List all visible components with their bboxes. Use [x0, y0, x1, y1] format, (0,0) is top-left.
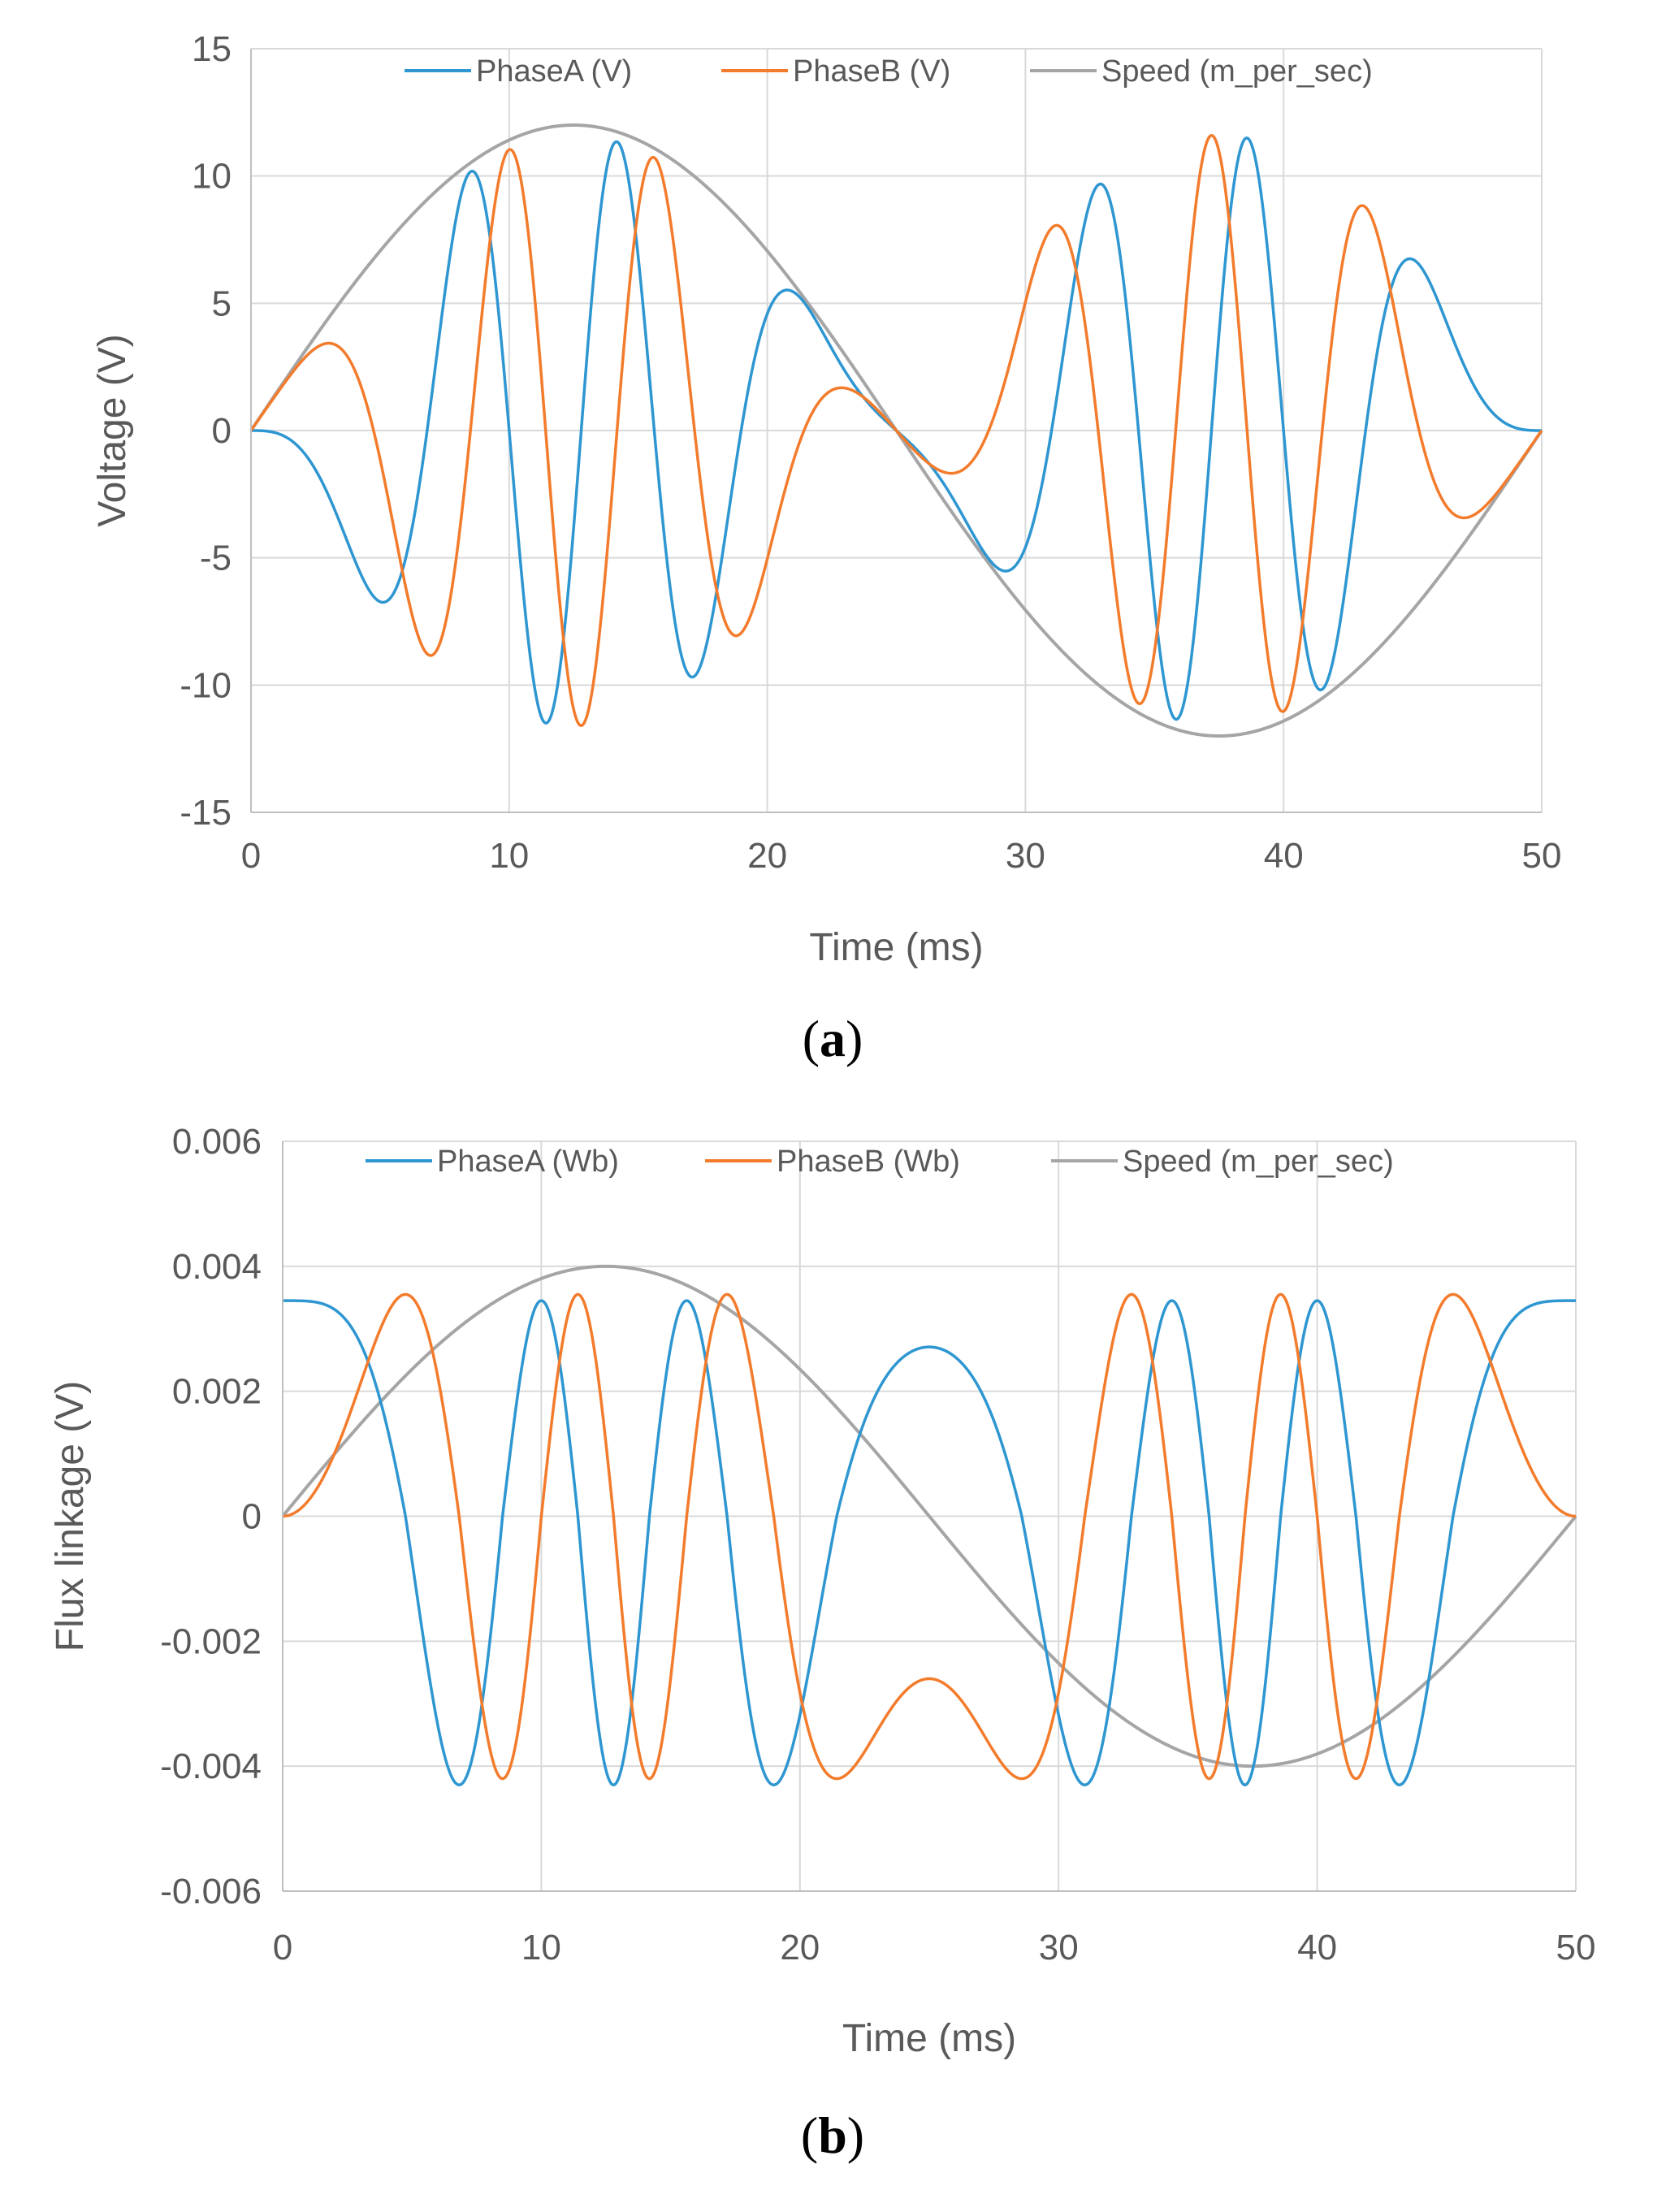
chart-a-series	[249, 123, 1543, 738]
x-tick-label: 10	[489, 836, 529, 876]
series-line-phaseb-v	[249, 134, 1543, 727]
y-tick-label: 0.002	[172, 1372, 262, 1412]
chart-b-legend-label-phasea: PhaseA (Wb)	[437, 1145, 619, 1179]
y-tick-label: -5	[200, 539, 232, 578]
chart-a-legend: PhaseA (V) PhaseB (V) Speed (m_per_sec)	[405, 54, 1373, 89]
chart-b-caption: (b)	[801, 2106, 864, 2164]
series-line-phaseb-wb	[282, 1292, 1577, 1781]
x-tick-label: 40	[1297, 1928, 1337, 1967]
chart-a-x-axis-label: Time (ms)	[809, 926, 983, 969]
series-line-speed-m-per-sec	[281, 1264, 1577, 1768]
y-tick-label: 15	[192, 29, 232, 69]
chart-b-caption-letter: b	[818, 2106, 847, 2164]
chart-a-legend-label-phaseb: PhaseB (V)	[793, 54, 950, 89]
x-tick-label: 30	[1039, 1928, 1079, 1967]
y-tick-label: -10	[180, 665, 232, 705]
chart-b-y-axis-label: Flux linkage (V)	[49, 1381, 92, 1651]
chart-a-y-axis-label: Voltage (V)	[91, 334, 134, 526]
x-tick-label: 0	[241, 836, 261, 876]
chart-b-axes	[282, 1141, 1576, 1892]
y-tick-label: 0.004	[172, 1247, 262, 1287]
chart-b: 0.006 0.004 0.002 0 -0.002 -0.004 -0.006 0 10 20 3…	[49, 1122, 1595, 2164]
chart-a-caption-letter: a	[820, 1010, 846, 1067]
x-tick-label: 10	[521, 1928, 561, 1967]
y-tick-label: 0.006	[172, 1122, 262, 1162]
y-tick-label: -0.004	[160, 1747, 262, 1786]
chart-a-axes	[250, 49, 1542, 813]
x-tick-label: 20	[747, 836, 787, 876]
x-tick-label: 40	[1264, 836, 1304, 876]
chart-b-x-axis-label: Time (ms)	[842, 2017, 1016, 2060]
x-tick-label: 50	[1556, 1928, 1596, 1967]
chart-b-grid	[283, 1141, 1577, 1891]
x-tick-label: 30	[1006, 836, 1045, 876]
y-tick-label: -0.006	[160, 1872, 262, 1911]
x-tick-label: 0	[273, 1928, 292, 1967]
y-tick-label: 10	[192, 157, 232, 197]
y-tick-label: 0	[242, 1497, 262, 1537]
series-line-phasea-wb	[282, 1299, 1577, 1786]
chart-b-tick-labels: 0.006 0.004 0.002 0 -0.002 -0.004 -0.006 0 10 20 3…	[160, 1122, 1595, 1967]
chart-a-legend-label-speed: Speed (m_per_sec)	[1101, 54, 1373, 89]
chart-a-caption: (a)	[803, 1010, 863, 1067]
x-tick-label: 50	[1522, 836, 1562, 876]
y-tick-label: 5	[212, 284, 232, 323]
chart-a-legend-label-phasea: PhaseA (V)	[476, 54, 632, 89]
chart-b-legend-label-speed: Speed (m_per_sec)	[1123, 1145, 1394, 1179]
y-tick-label: 0	[212, 411, 232, 451]
chart-b-legend-label-phaseb: PhaseB (Wb)	[777, 1145, 960, 1179]
chart-b-series	[281, 1264, 1577, 1786]
x-tick-label: 20	[780, 1928, 820, 1967]
chart-b-legend: PhaseA (Wb) PhaseB (Wb) Speed (m_per_sec…	[366, 1145, 1394, 1179]
y-tick-label: -15	[180, 793, 232, 833]
y-tick-label: -0.002	[160, 1621, 262, 1661]
